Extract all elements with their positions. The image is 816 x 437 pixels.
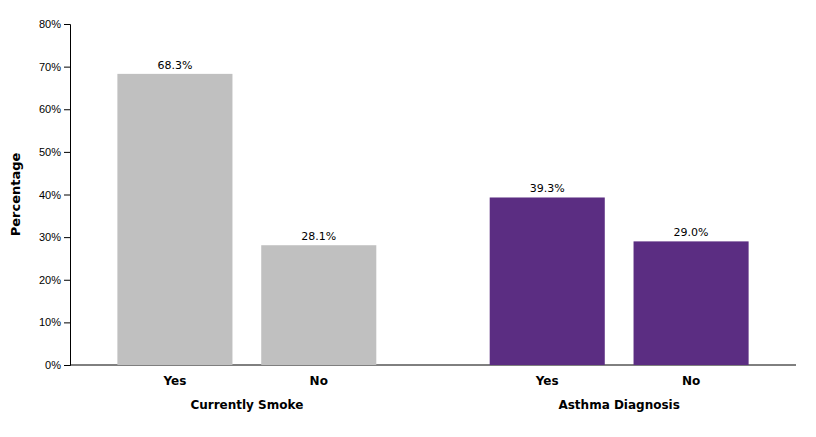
y-tick: 50% <box>39 146 70 158</box>
y-tick-mark <box>64 109 70 110</box>
y-tick: 70% <box>39 61 70 73</box>
y-tick: 0% <box>45 359 70 371</box>
y-tick: 10% <box>39 316 70 328</box>
x-tick-label: No <box>682 374 700 388</box>
x-axis: Yes No Yes No Currently Smoke Asthma Diagnosi… <box>70 365 796 412</box>
y-tick-mark <box>64 195 70 196</box>
y-tick: 20% <box>39 274 70 286</box>
y-tick-label: 50% <box>39 146 61 158</box>
bar <box>261 245 376 365</box>
y-tick-label: 0% <box>45 359 61 371</box>
y-tick-mark <box>64 322 70 323</box>
data-label: 68.3% <box>157 59 192 72</box>
y-tick-label: 60% <box>39 103 61 115</box>
x-tick-label: No <box>310 374 328 388</box>
x-tick-label: Yes <box>535 374 559 388</box>
bar <box>117 74 232 365</box>
y-axis: 0% 10% 20% 30% 40% 50% 60% 70% 80% <box>39 18 71 371</box>
chart: 0% 10% 20% 30% 40% 50% 60% 70% 80% Yes No Yes No Curr… <box>0 0 816 437</box>
data-label: 39.3% <box>530 182 565 195</box>
y-tick-mark <box>64 365 70 366</box>
y-tick-mark <box>64 24 70 25</box>
y-tick: 80% <box>39 18 70 30</box>
data-label: 28.1% <box>301 230 336 243</box>
y-tick-mark <box>64 67 70 68</box>
bars <box>117 74 748 365</box>
bar <box>490 197 605 365</box>
group-label: Asthma Diagnosis <box>558 398 679 412</box>
y-tick: 40% <box>39 189 70 201</box>
y-tick-label: 80% <box>39 18 61 30</box>
y-tick-mark <box>64 237 70 238</box>
y-tick-mark <box>64 280 70 281</box>
data-label: 29.0% <box>674 226 709 239</box>
y-tick-label: 30% <box>39 231 61 243</box>
data-labels: 68.3% 28.1% 39.3% 29.0% <box>157 59 708 243</box>
y-tick-label: 20% <box>39 274 61 286</box>
y-tick: 60% <box>39 103 70 115</box>
y-tick-mark <box>64 152 70 153</box>
y-axis-line <box>64 25 71 366</box>
y-tick-label: 10% <box>39 316 61 328</box>
y-axis-title: Percentage <box>8 153 23 237</box>
y-tick-label: 70% <box>39 61 61 73</box>
x-tick-label: Yes <box>162 374 186 388</box>
bar <box>634 241 749 365</box>
y-tick-label: 40% <box>39 189 61 201</box>
y-tick: 30% <box>39 231 70 243</box>
plot: 0% 10% 20% 30% 40% 50% 60% 70% 80% Yes No Yes No Curr… <box>8 18 796 412</box>
group-label: Currently Smoke <box>190 398 303 412</box>
